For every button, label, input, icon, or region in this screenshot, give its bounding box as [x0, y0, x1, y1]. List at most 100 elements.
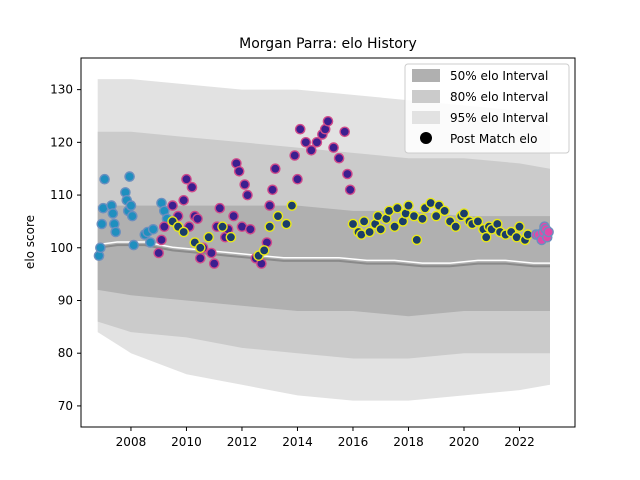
data-point: [417, 213, 428, 225]
data-point: [347, 218, 359, 230]
data-point: [439, 205, 450, 217]
data-point: [228, 210, 239, 222]
data-point: [258, 245, 270, 256]
legend-swatch-80: [412, 90, 440, 103]
data-point: [145, 237, 156, 248]
interval-bands: [97, 79, 550, 401]
data-point: [328, 142, 339, 153]
data-point: [206, 247, 217, 259]
data-point: [543, 226, 554, 238]
data-point: [267, 184, 278, 196]
data-point: [178, 226, 189, 238]
data-point: [375, 223, 387, 235]
data-point: [233, 165, 245, 177]
data-point: [411, 234, 423, 246]
data-point: [286, 200, 298, 211]
y-axis-label: elo score: [23, 215, 37, 269]
y-tick-label: 130: [50, 83, 73, 97]
data-point: [107, 208, 119, 219]
x-tick-label: 2008: [116, 435, 147, 449]
data-point: [95, 242, 106, 254]
legend-label-post-match: Post Match elo: [450, 132, 537, 146]
data-point: [239, 179, 250, 190]
data-point: [192, 213, 203, 225]
data-point: [292, 173, 303, 185]
data-point: [147, 223, 159, 235]
data-point: [99, 173, 110, 185]
data-point: [264, 221, 276, 232]
data-point: [128, 239, 139, 251]
plot-frame: [80, 57, 576, 428]
y-axis-ticks: 70 80 90 100 110 120 130: [50, 83, 81, 413]
data-point: [125, 200, 137, 211]
x-tick-label: 2012: [227, 435, 258, 449]
legend-label-80: 80% elo Interval: [450, 90, 548, 104]
y-tick-label: 70: [58, 399, 73, 413]
data-point: [225, 231, 237, 243]
data-point: [158, 221, 170, 232]
y-tick-label: 120: [50, 135, 73, 149]
x-tick-label: 2014: [282, 435, 313, 449]
data-point: [339, 126, 351, 138]
legend-box: [404, 63, 570, 154]
data-point: [264, 200, 276, 211]
data-point: [167, 200, 178, 211]
legend: 50% elo Interval 80% elo Interval 95% el…: [404, 63, 570, 154]
data-point: [217, 221, 228, 232]
data-point: [269, 163, 281, 174]
post-match-points: [93, 116, 554, 269]
data-point: [186, 181, 198, 193]
data-point: [472, 216, 484, 227]
data-point: [514, 221, 525, 232]
data-point: [344, 184, 356, 196]
data-point: [322, 116, 334, 127]
data-point: [392, 202, 403, 214]
legend-swatch-50: [412, 69, 440, 82]
median-line-white: [97, 241, 550, 264]
data-point: [480, 231, 492, 243]
data-point: [364, 226, 375, 238]
data-point: [178, 194, 189, 206]
y-tick-label: 100: [50, 241, 73, 255]
data-point: [110, 226, 121, 238]
data-point: [244, 223, 256, 235]
x-tick-label: 2016: [338, 435, 369, 449]
data-point: [194, 252, 206, 264]
legend-marker-post-match: [420, 132, 432, 144]
data-point: [214, 202, 226, 214]
x-tick-label: 2018: [393, 435, 424, 449]
y-tick-label: 90: [58, 293, 73, 307]
data-point: [127, 210, 138, 222]
data-point: [156, 234, 167, 246]
median-line: [97, 241, 550, 268]
legend-label-50: 50% elo Interval: [450, 69, 548, 83]
data-point: [96, 218, 108, 230]
data-point: [208, 258, 220, 269]
data-point: [305, 144, 317, 156]
data-point: [272, 210, 284, 222]
data-point: [300, 136, 312, 148]
data-point: [281, 218, 292, 230]
data-point: [430, 210, 442, 222]
data-point: [403, 200, 414, 211]
data-point: [358, 216, 370, 227]
data-point: [242, 189, 253, 201]
data-point: [458, 208, 470, 219]
x-tick-label: 2022: [504, 435, 535, 449]
data-point: [389, 221, 400, 232]
data-point: [124, 171, 135, 182]
median-line-gray: [97, 244, 550, 268]
data-point: [342, 168, 353, 180]
x-tick-label: 2020: [449, 435, 480, 449]
chart-title: Morgan Parra: elo History: [239, 36, 417, 52]
data-point: [194, 242, 206, 254]
data-point: [311, 136, 323, 148]
data-point: [289, 150, 301, 161]
data-point: [153, 247, 164, 259]
legend-swatch-95: [412, 111, 440, 124]
data-point: [294, 123, 306, 135]
y-tick-label: 110: [50, 188, 73, 202]
data-point: [203, 231, 214, 243]
data-point: [450, 221, 462, 232]
